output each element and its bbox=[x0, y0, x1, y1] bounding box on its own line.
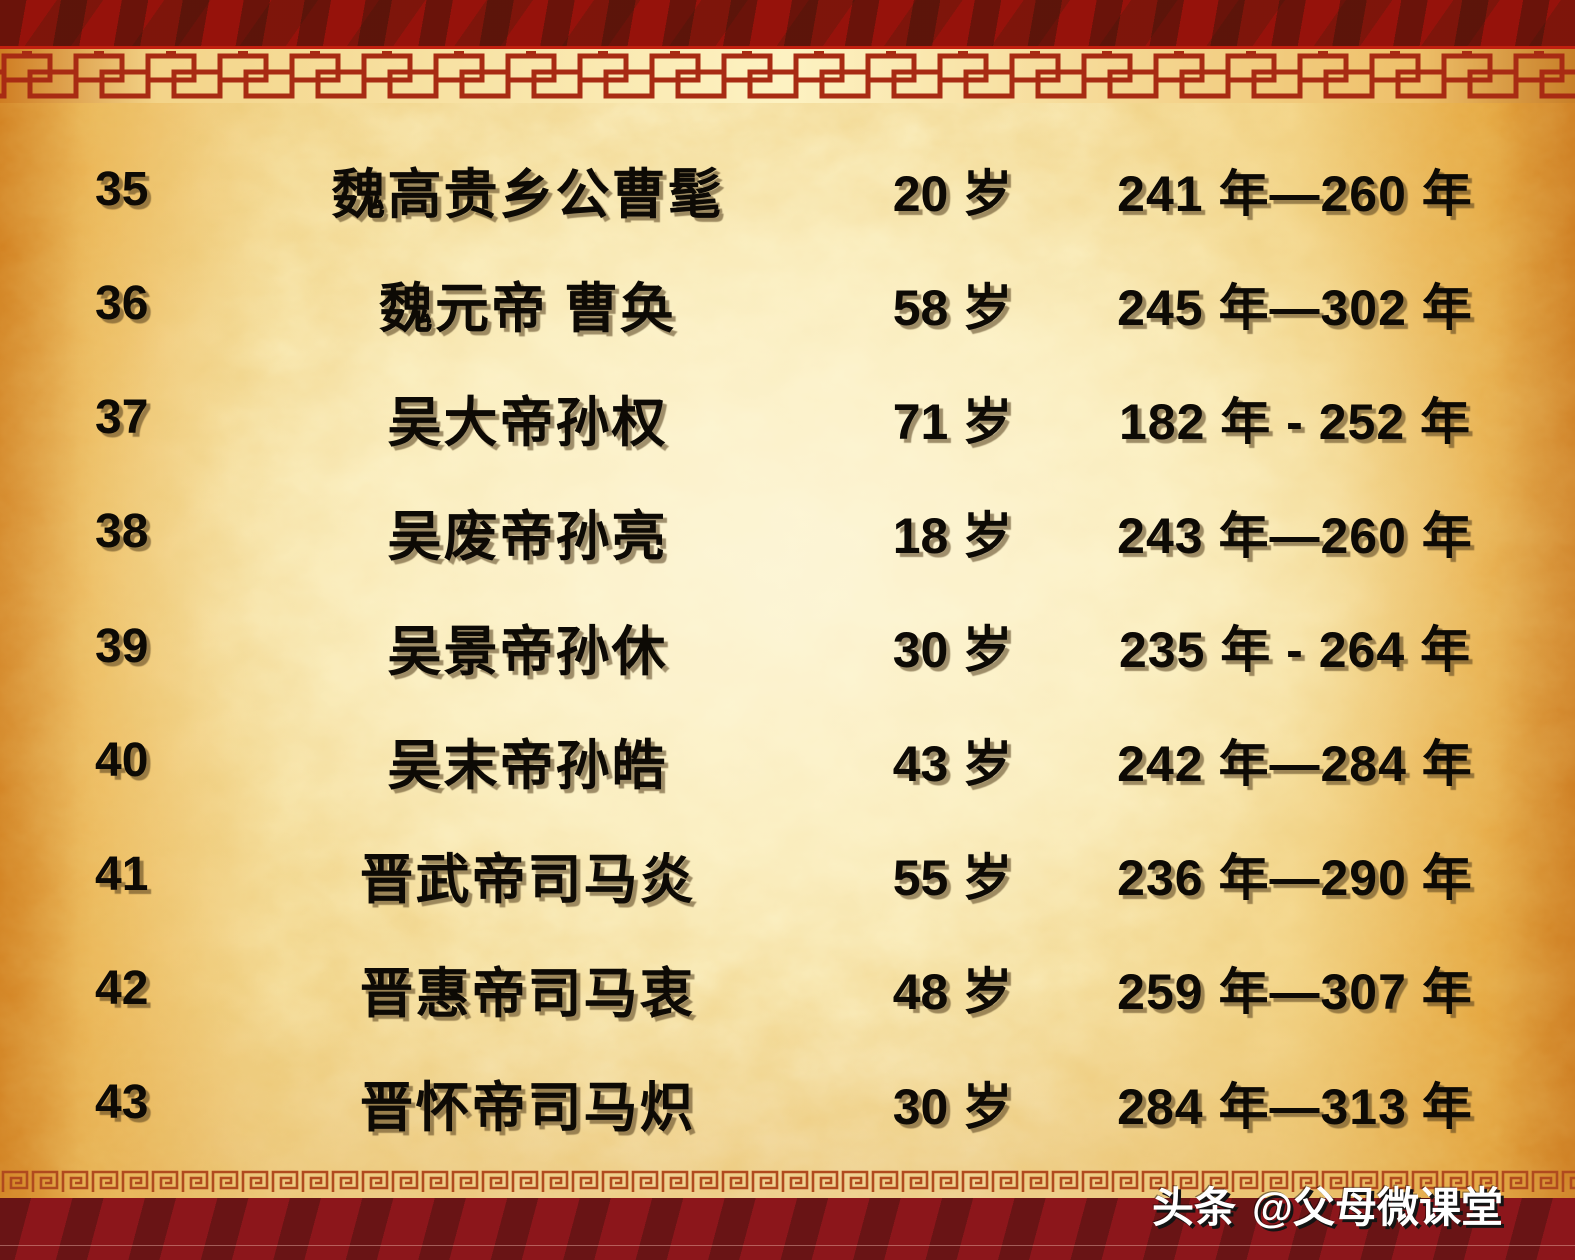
row-number: 36 bbox=[95, 277, 149, 331]
table-row: 41 晋武帝司马炎 55 岁 236 年—290 年 bbox=[0, 835, 1575, 910]
lifespan-years: 243 年—260 年 bbox=[1117, 507, 1473, 564]
top-red-band bbox=[0, 0, 1575, 49]
lifespan-years: 235 年 - 264 年 bbox=[1118, 622, 1472, 678]
emperor-name: 魏高贵乡公曹髦 bbox=[331, 165, 724, 225]
lifespan-years: 259 年—307 年 bbox=[1117, 964, 1473, 1021]
emperor-name: 晋武帝司马炎 bbox=[359, 849, 696, 910]
table-row: 39 吴景帝孙休 30 岁 235 年 - 264 年 bbox=[0, 607, 1575, 682]
row-number: 39 bbox=[95, 619, 149, 673]
table-row: 40 吴末帝孙皓 43 岁 242 年—284 年 bbox=[0, 721, 1575, 796]
watermark-handle: @父母微课堂 bbox=[1252, 1184, 1503, 1231]
emperor-name: 吴末帝孙皓 bbox=[387, 735, 668, 796]
emperor-table: 35 魏高贵乡公曹髦 20 岁 241 年—260 年 36 魏元帝 曹奂 58… bbox=[0, 150, 1575, 1138]
table-row: 35 魏高贵乡公曹髦 20 岁 241 年—260 年 bbox=[0, 150, 1575, 225]
lifespan-years: 242 年—284 年 bbox=[1117, 736, 1473, 793]
emperor-name: 晋惠帝司马衷 bbox=[359, 963, 696, 1024]
table-row: 42 晋惠帝司马衷 48 岁 259 年—307 年 bbox=[0, 949, 1575, 1024]
age-at-death: 55 岁 bbox=[892, 850, 1013, 907]
hairline-divider bbox=[0, 1245, 1575, 1246]
age-at-death: 58 岁 bbox=[892, 279, 1013, 336]
watermark: 头条 @父母微课堂 bbox=[1152, 1174, 1503, 1235]
table-row: 37 吴大帝孙权 71 岁 182 年 - 252 年 bbox=[0, 378, 1575, 453]
row-number: 38 bbox=[95, 505, 149, 559]
age-at-death: 18 岁 bbox=[892, 507, 1013, 564]
table-row: 43 晋怀帝司马炽 30 岁 284 年—313 年 bbox=[0, 1063, 1575, 1138]
top-border bbox=[0, 0, 1575, 103]
table-row: 38 吴废帝孙亮 18 岁 243 年—260 年 bbox=[0, 492, 1575, 567]
row-number: 37 bbox=[95, 391, 149, 445]
age-at-death: 48 岁 bbox=[892, 964, 1013, 1021]
table-row: 36 魏元帝 曹奂 58 岁 245 年—302 年 bbox=[0, 264, 1575, 339]
row-number: 35 bbox=[95, 163, 149, 216]
age-at-death: 43 岁 bbox=[892, 736, 1013, 793]
lifespan-years: 236 年—290 年 bbox=[1117, 850, 1473, 907]
lifespan-years: 245 年—302 年 bbox=[1117, 279, 1473, 336]
age-at-death: 20 岁 bbox=[892, 165, 1013, 222]
lifespan-years: 182 年 - 252 年 bbox=[1118, 393, 1472, 450]
lifespan-years: 284 年—313 年 bbox=[1117, 1078, 1473, 1135]
emperor-name: 吴大帝孙权 bbox=[387, 393, 668, 454]
row-number: 40 bbox=[95, 733, 149, 787]
row-number: 41 bbox=[95, 847, 149, 901]
row-number: 42 bbox=[95, 961, 149, 1015]
emperor-name: 吴景帝孙休 bbox=[387, 621, 668, 682]
lifespan-years: 241 年—260 年 bbox=[1117, 165, 1473, 222]
emperor-name: 晋怀帝司马炽 bbox=[359, 1078, 696, 1138]
age-at-death: 71 岁 bbox=[892, 393, 1013, 450]
row-number: 43 bbox=[95, 1076, 149, 1129]
watermark-platform: 头条 bbox=[1152, 1184, 1237, 1231]
age-at-death: 30 岁 bbox=[892, 622, 1013, 678]
age-at-death: 30 岁 bbox=[892, 1078, 1013, 1135]
emperor-name: 魏元帝 曹奂 bbox=[378, 279, 676, 340]
emperor-name: 吴废帝孙亮 bbox=[387, 507, 668, 568]
fret-border-pattern-icon bbox=[0, 49, 1575, 103]
